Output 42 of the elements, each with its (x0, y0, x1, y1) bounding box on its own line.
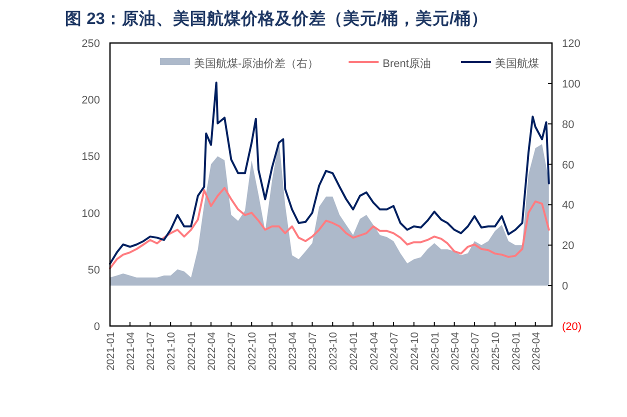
x-tick-label: 2024-10 (408, 332, 421, 371)
y-tick-label: 50 (88, 264, 100, 276)
x-tick-label: 2022-01 (186, 332, 198, 371)
x-tick-label: 2023-01 (267, 332, 280, 371)
x-tick-label: 2023-04 (287, 332, 300, 371)
y2-tick-label: (20) (562, 321, 582, 333)
y2-tick-label: 100 (562, 78, 580, 90)
y-tick-label: 0 (94, 321, 100, 333)
x-tick-label: 2022-10 (246, 332, 259, 371)
y2-tick-label: 120 (562, 38, 580, 50)
x-tick-label: 2023-07 (307, 332, 320, 371)
x-tick-label: 2022-04 (206, 332, 218, 371)
y-tick-label: 200 (82, 94, 100, 107)
x-tick-label: 2021-01 (105, 332, 117, 371)
x-tick-label: 2021-10 (166, 332, 178, 371)
legend-label: 美国航煤 (494, 57, 539, 70)
y-tick-label: 250 (82, 38, 100, 50)
x-tick-label: 2024-01 (348, 332, 360, 371)
x-tick-label: 2024-07 (388, 332, 400, 371)
x-tick-label: 2021-07 (145, 332, 158, 371)
y2-tick-label: 60 (562, 159, 574, 172)
y2-tick-label: 0 (562, 280, 568, 293)
x-tick-label: 2025-04 (449, 332, 462, 371)
x-tick-label: 2025-01 (429, 332, 442, 371)
line-series (109, 82, 550, 265)
line-series (109, 186, 550, 270)
y2-tick-label: 20 (562, 240, 574, 252)
x-tick-label: 2025-07 (470, 332, 482, 371)
chart-title: 图 23：原油、美国航煤价格及价差（美元/桶，美元/桶） (65, 9, 488, 28)
x-tick-label: 2025-10 (490, 332, 502, 371)
legend-label: Brent原油 (382, 57, 431, 70)
legend-label: 美国航煤-原油价差（右） (194, 57, 319, 70)
y2-tick-label: 80 (562, 118, 574, 131)
x-tick-label: 2026-04 (530, 332, 542, 371)
y2-tick-label: 40 (562, 200, 574, 212)
x-tick-label: 2021-04 (124, 332, 137, 371)
y-tick-label: 150 (82, 151, 100, 164)
x-tick-label: 2023-10 (328, 332, 340, 371)
x-tick-label: 2026-01 (510, 332, 522, 371)
x-tick-label: 2022-07 (226, 332, 238, 371)
x-tick-label: 2024-04 (368, 332, 380, 371)
y-tick-label: 100 (82, 208, 100, 220)
